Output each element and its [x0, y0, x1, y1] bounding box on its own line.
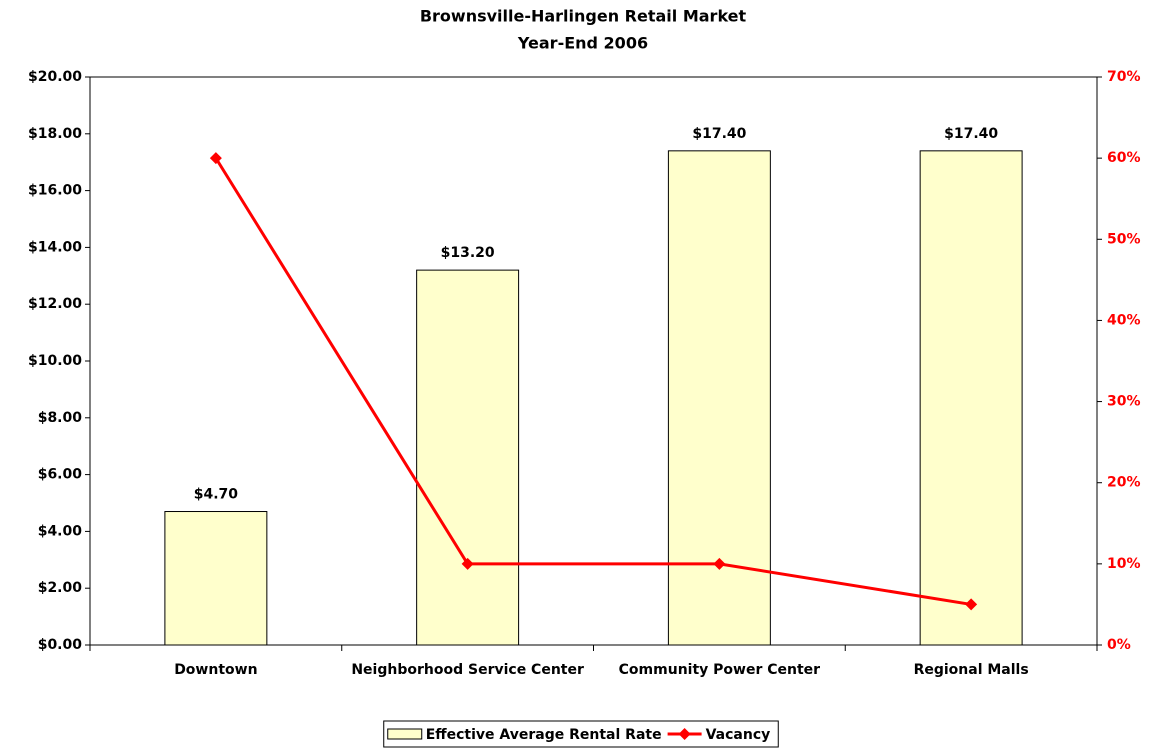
bar — [164, 511, 268, 646]
y-tick-label: $0.00 — [38, 637, 83, 653]
y2-tick-label: 0% — [1107, 637, 1131, 653]
y-tick-label: $8.00 — [38, 410, 83, 426]
y-tick-label: $6.00 — [38, 467, 83, 483]
data-label: $13.20 — [441, 245, 495, 261]
data-label: $17.40 — [692, 126, 746, 142]
data-label: $4.70 — [194, 487, 239, 503]
y2-tick-label: 30% — [1107, 394, 1141, 410]
x-tick-label: Downtown — [174, 662, 257, 678]
y-tick-label: $12.00 — [28, 296, 82, 312]
legend-box — [383, 720, 779, 748]
legend-label: Vacancy — [706, 727, 771, 743]
y-tick-label: $14.00 — [28, 239, 82, 255]
marker — [965, 598, 978, 611]
legend-label: Effective Average Rental Rate — [426, 727, 662, 743]
legend-marker — [678, 728, 691, 740]
y-tick-label: $2.00 — [38, 580, 83, 596]
data-label: $17.40 — [944, 126, 998, 142]
legend-swatch — [387, 728, 423, 740]
x-tick-label: Community Power Center — [619, 662, 821, 678]
chart-title: Brownsville-Harlingen Retail Market — [420, 7, 747, 26]
bar — [919, 150, 1023, 646]
x-tick-label: Regional Malls — [914, 662, 1029, 678]
y2-tick-label: 70% — [1107, 69, 1141, 85]
y2-tick-label: 20% — [1107, 475, 1141, 491]
y2-tick-label: 60% — [1107, 150, 1141, 166]
y-tick-label: $18.00 — [28, 126, 82, 142]
line — [214, 157, 972, 606]
y2-tick-label: 40% — [1107, 312, 1141, 328]
marker — [713, 557, 726, 570]
y-tick-label: $20.00 — [28, 69, 82, 85]
y-tick-label: $10.00 — [28, 353, 82, 369]
marker — [209, 152, 222, 165]
y2-tick-label: 50% — [1107, 231, 1141, 247]
chart-subtitle: Year-End 2006 — [517, 34, 648, 53]
marker — [461, 557, 474, 570]
y-tick-label: $16.00 — [28, 183, 82, 199]
x-tick-label: Neighborhood Service Center — [351, 662, 584, 678]
y-tick-label: $4.00 — [38, 523, 83, 539]
legend: Effective Average Rental Rate Vacancy — [383, 720, 779, 748]
bar — [416, 269, 520, 646]
y2-tick-label: 10% — [1107, 556, 1141, 572]
